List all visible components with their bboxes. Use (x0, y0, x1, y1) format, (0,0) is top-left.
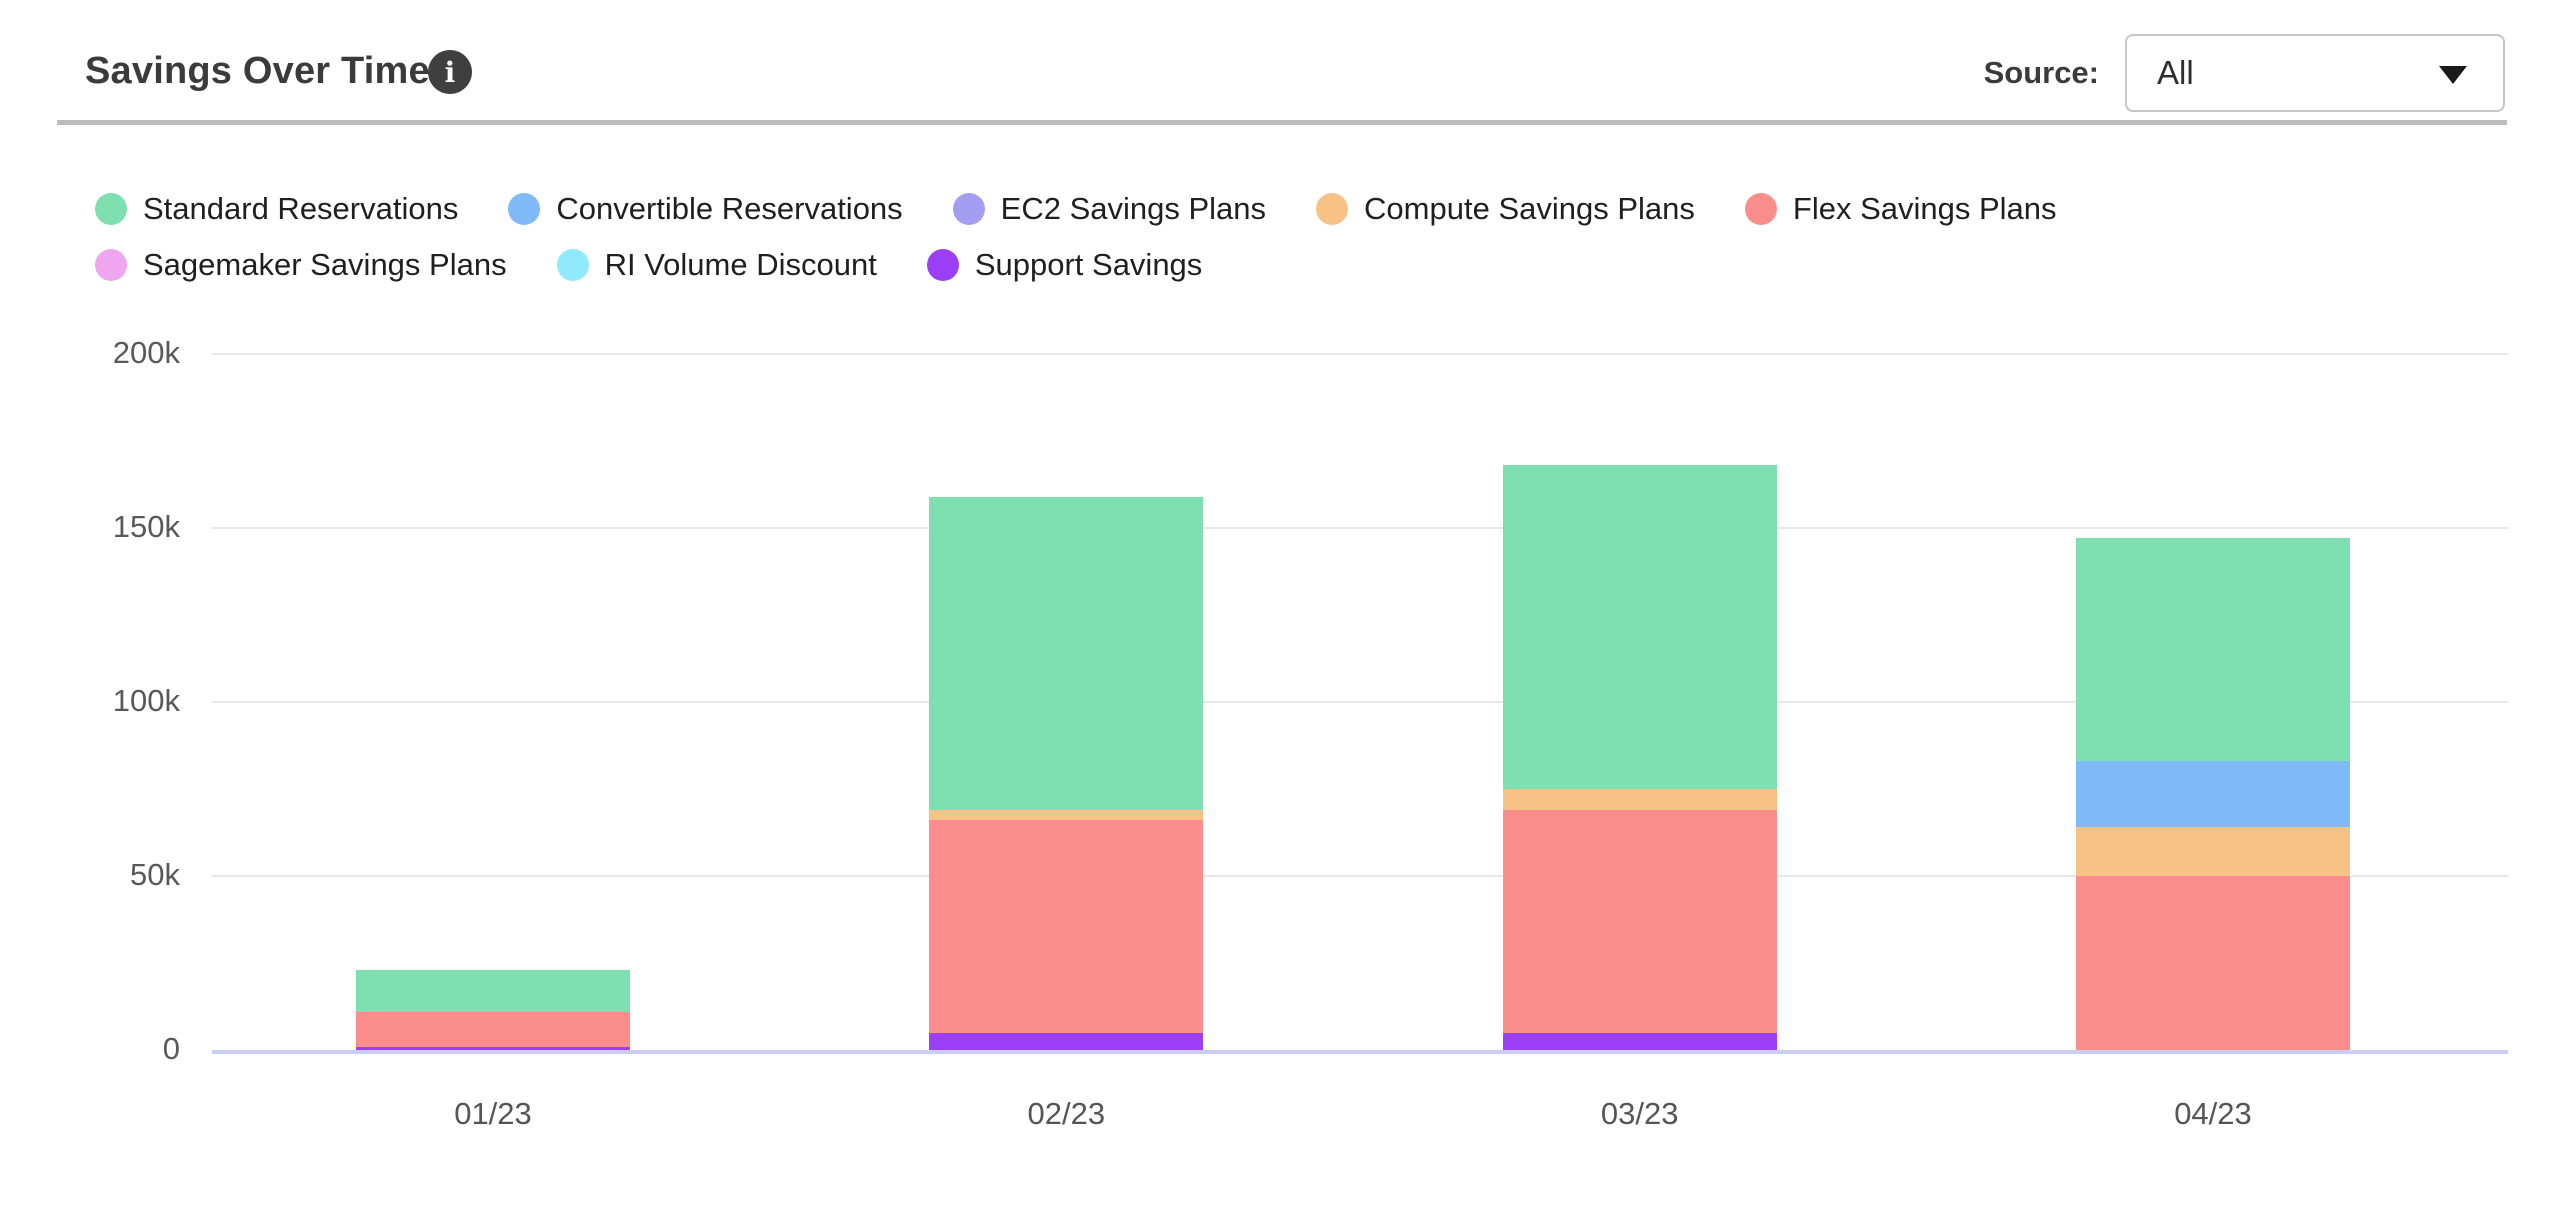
gridline-100k (212, 701, 2508, 703)
x-axis-baseline (212, 1050, 2508, 1054)
bar-03-23-support-savings[interactable] (1502, 1032, 1777, 1050)
legend-color-dot (1316, 193, 1349, 225)
gridline-200k (212, 353, 2508, 355)
bar-04-23-flex-savings-plans[interactable] (2075, 876, 2350, 1050)
legend-item-flex-savings-plans[interactable]: Flex Savings Plans (1744, 186, 2057, 232)
bar-03-23-compute-savings-plans[interactable] (1502, 789, 1777, 810)
header-divider (57, 120, 2507, 125)
legend-color-dot (926, 249, 959, 281)
legend-item-label: EC2 Savings Plans (1000, 191, 1267, 226)
bar-04-23-standard-reservations[interactable] (2075, 538, 2350, 762)
x-axis-label-02-23: 02/23 (1027, 1096, 1106, 1131)
page-title: Savings Over Time (85, 50, 430, 92)
gridline-50k (212, 875, 2508, 877)
legend-item-compute-savings-plans[interactable]: Compute Savings Plans (1316, 186, 1695, 232)
gridline-150k (212, 527, 2508, 529)
legend-color-dot (952, 193, 985, 225)
legend-item-sagemaker-savings-plans[interactable]: Sagemaker Savings Plans (95, 242, 507, 288)
legend-item-label: Compute Savings Plans (1364, 191, 1695, 226)
chart-header: Savings Over Time i Source: All (0, 0, 2562, 120)
bar-01-23-flex-savings-plans[interactable] (356, 1011, 630, 1047)
legend-color-dot (95, 249, 127, 281)
legend-color-dot (508, 193, 541, 225)
bar-03-23-standard-reservations[interactable] (1502, 465, 1777, 789)
legend-item-ri-volume-discount[interactable]: RI Volume Discount (556, 242, 877, 288)
source-label: Source: (1983, 55, 2099, 90)
source-dropdown[interactable]: All (2125, 34, 2505, 112)
bar-01-23-standard-reservations[interactable] (356, 969, 630, 1012)
bar-02-23-compute-savings-plans[interactable] (929, 809, 1204, 821)
y-axis-tick-150k: 150k (112, 509, 180, 544)
legend-item-label: RI Volume Discount (604, 247, 877, 282)
legend-item-label: Convertible Reservations (556, 191, 903, 226)
legend-item-label: Support Savings (974, 247, 1203, 282)
y-axis-tick-0: 0 (162, 1031, 180, 1066)
chart-legend: Standard Reservations Convertible Reserva… (95, 186, 2475, 288)
legend-color-dot (556, 249, 589, 281)
bar-02-23-support-savings[interactable] (929, 1032, 1204, 1050)
x-axis-label-03-23: 03/23 (1600, 1096, 1679, 1131)
legend-item-support-savings[interactable]: Support Savings (926, 242, 1203, 288)
source-control: Source: All (1984, 34, 2505, 112)
bar-01-23-support-savings[interactable] (356, 1046, 630, 1050)
x-axis-label-04-23: 04/23 (2174, 1096, 2252, 1131)
bar-04-23-convertible-reservations[interactable] (2075, 761, 2350, 828)
y-axis-tick-200k: 200k (112, 335, 180, 370)
y-axis-tick-100k: 100k (112, 683, 180, 718)
bar-04-23-compute-savings-plans[interactable] (2075, 827, 2350, 876)
x-axis-label-01-23: 01/23 (454, 1096, 532, 1131)
legend-item-convertible-reservations[interactable]: Convertible Reservations (508, 186, 903, 232)
info-icon[interactable]: i (428, 50, 472, 94)
source-selected-value: All (2157, 54, 2194, 91)
legend-item-standard-reservations[interactable]: Standard Reservations (95, 186, 458, 232)
chevron-down-icon (2439, 66, 2467, 84)
bar-02-23-flex-savings-plans[interactable] (929, 820, 1204, 1033)
y-axis-tick-50k: 50k (130, 857, 180, 892)
legend-color-dot (95, 193, 127, 225)
legend-color-dot (1744, 193, 1777, 225)
bar-03-23-flex-savings-plans[interactable] (1502, 809, 1777, 1033)
bar-02-23-standard-reservations[interactable] (929, 496, 1204, 810)
legend-item-label: Standard Reservations (143, 191, 459, 226)
legend-item-label: Flex Savings Plans (1792, 191, 2057, 226)
legend-item-label: Sagemaker Savings Plans (143, 247, 507, 282)
legend-item-ec2-savings-plans[interactable]: EC2 Savings Plans (952, 186, 1267, 232)
